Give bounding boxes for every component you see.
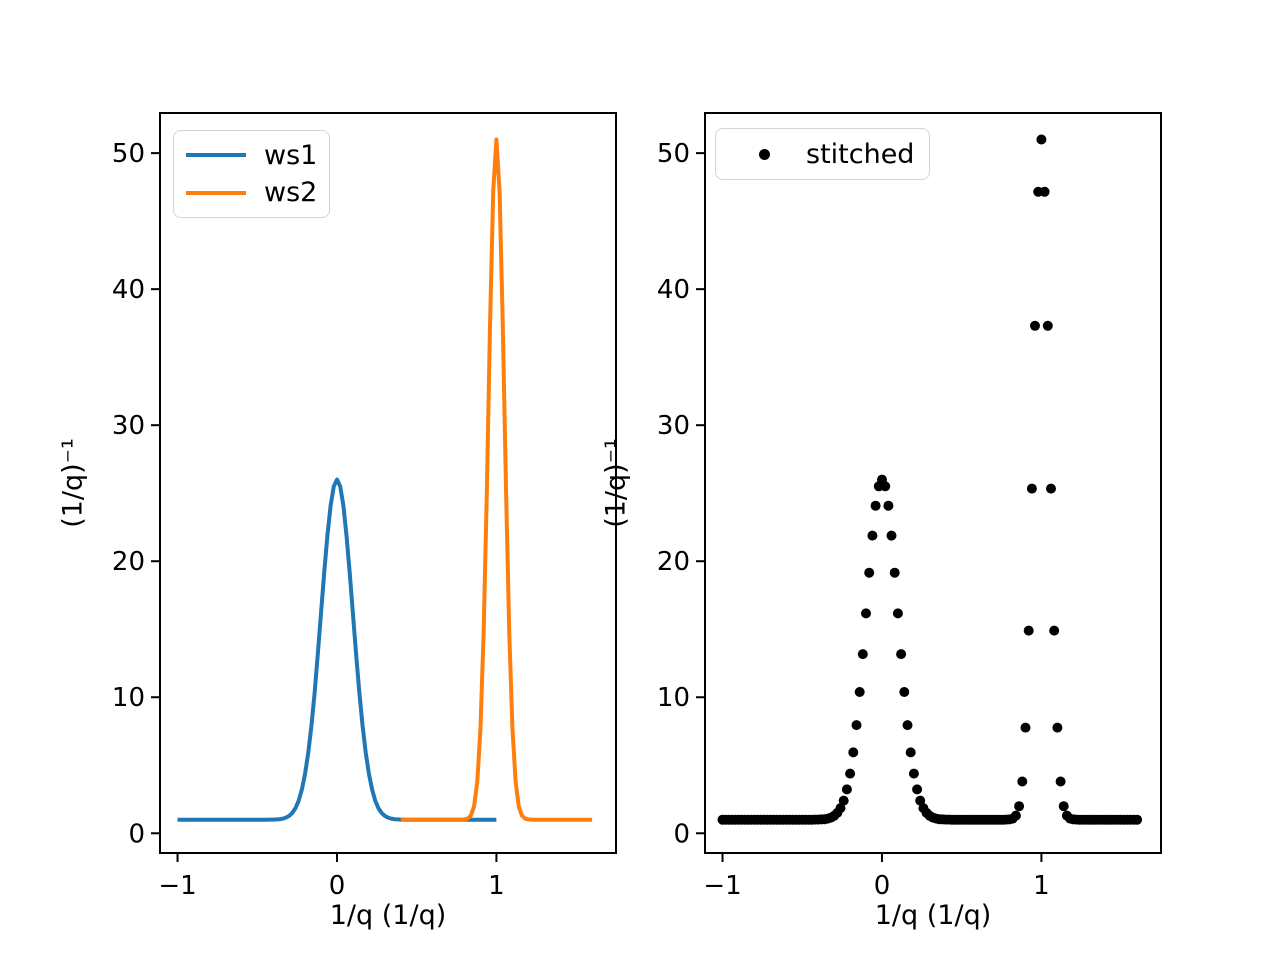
series-point-stitched bbox=[1026, 483, 1037, 494]
series-point-stitched bbox=[854, 687, 865, 697]
series-point-stitched bbox=[1049, 625, 1060, 636]
series-point-stitched bbox=[1023, 625, 1034, 636]
series-point-stitched bbox=[1132, 814, 1143, 825]
series-point-stitched bbox=[864, 567, 875, 578]
series-point-stitched bbox=[870, 500, 881, 511]
series-point-stitched bbox=[1039, 186, 1050, 197]
series-point-stitched bbox=[1010, 810, 1021, 821]
series-point-stitched bbox=[851, 720, 862, 731]
legend-entry-ws2: ws2 bbox=[184, 177, 319, 208]
series-point-stitched bbox=[1055, 776, 1066, 787]
legend-entry-stitched: stitched bbox=[726, 139, 919, 170]
series-point-stitched bbox=[838, 795, 849, 806]
series-point-stitched bbox=[1046, 483, 1056, 494]
series-point-stitched bbox=[892, 608, 903, 619]
y-tick-label: 30 bbox=[657, 411, 690, 441]
legend-entry-ws1: ws1 bbox=[184, 140, 319, 171]
y-axis-label-left: (1/q)⁻¹ bbox=[57, 438, 89, 528]
x-tick-label: 1 bbox=[488, 871, 505, 901]
series-point-stitched bbox=[848, 747, 859, 758]
series-point-stitched bbox=[883, 500, 894, 511]
series-point-stitched bbox=[845, 768, 856, 779]
y-tick-label: 30 bbox=[112, 411, 145, 441]
axes-frame bbox=[704, 112, 1162, 854]
series-point-stitched bbox=[912, 784, 923, 795]
legend-label-stitched: stitched bbox=[806, 138, 915, 170]
y-axis-label-right: (1/q)⁻¹ bbox=[600, 438, 632, 528]
x-axis-label-right: 1/q (1/q) bbox=[874, 900, 992, 931]
series-point-stitched bbox=[896, 649, 907, 660]
series-point-stitched bbox=[889, 567, 900, 578]
axes-frame bbox=[159, 112, 617, 854]
x-tick-label: 0 bbox=[329, 871, 346, 901]
ws1-line-swatch bbox=[186, 153, 246, 158]
series-point-stitched bbox=[841, 784, 852, 795]
legend-label-ws2: ws2 bbox=[264, 177, 318, 209]
y-tick-label: 0 bbox=[128, 819, 145, 849]
series-line-ws1 bbox=[177, 477, 497, 822]
legend-right: stitched bbox=[715, 128, 930, 180]
series-point-stitched bbox=[902, 720, 913, 731]
y-tick-label: 40 bbox=[657, 275, 690, 305]
y-tick-label: 50 bbox=[657, 139, 690, 169]
series-point-stitched bbox=[1058, 801, 1069, 812]
x-tick-label: −1 bbox=[158, 871, 196, 901]
legend-label-ws1: ws1 bbox=[264, 139, 318, 171]
legend-left: ws1 ws2 bbox=[173, 130, 330, 218]
ws2-line-swatch bbox=[186, 190, 246, 195]
series-point-stitched bbox=[1042, 320, 1053, 331]
series-point-stitched bbox=[1052, 722, 1063, 733]
y-tick-label: 10 bbox=[657, 683, 690, 713]
series-point-stitched bbox=[857, 649, 868, 660]
series-point-stitched bbox=[835, 803, 846, 814]
series-point-stitched bbox=[908, 768, 919, 779]
x-tick-label: 0 bbox=[874, 871, 891, 901]
series-point-stitched bbox=[905, 747, 916, 758]
series-line-ws2 bbox=[400, 137, 593, 822]
stitched-marker-swatch bbox=[759, 148, 770, 160]
y-tick-label: 10 bbox=[112, 683, 145, 713]
series-point-stitched bbox=[861, 608, 871, 619]
series-point-stitched bbox=[886, 530, 897, 541]
series-point-stitched bbox=[880, 481, 891, 492]
x-axis-label-left: 1/q (1/q) bbox=[329, 900, 447, 931]
series-point-stitched bbox=[915, 795, 926, 806]
series-point-stitched bbox=[1014, 801, 1025, 812]
y-tick-label: 0 bbox=[673, 819, 690, 849]
series-point-stitched bbox=[1017, 776, 1028, 787]
series-point-stitched bbox=[1030, 320, 1040, 331]
series-point-stitched bbox=[1020, 722, 1031, 733]
series-point-stitched bbox=[899, 687, 910, 697]
y-tick-label: 40 bbox=[112, 275, 145, 305]
y-tick-label: 50 bbox=[112, 139, 145, 169]
x-tick-label: −1 bbox=[703, 871, 741, 901]
series-point-stitched bbox=[867, 530, 878, 541]
series-point-stitched bbox=[1036, 134, 1047, 145]
y-tick-label: 20 bbox=[657, 547, 690, 577]
y-tick-label: 20 bbox=[112, 547, 145, 577]
x-tick-label: 1 bbox=[1033, 871, 1050, 901]
